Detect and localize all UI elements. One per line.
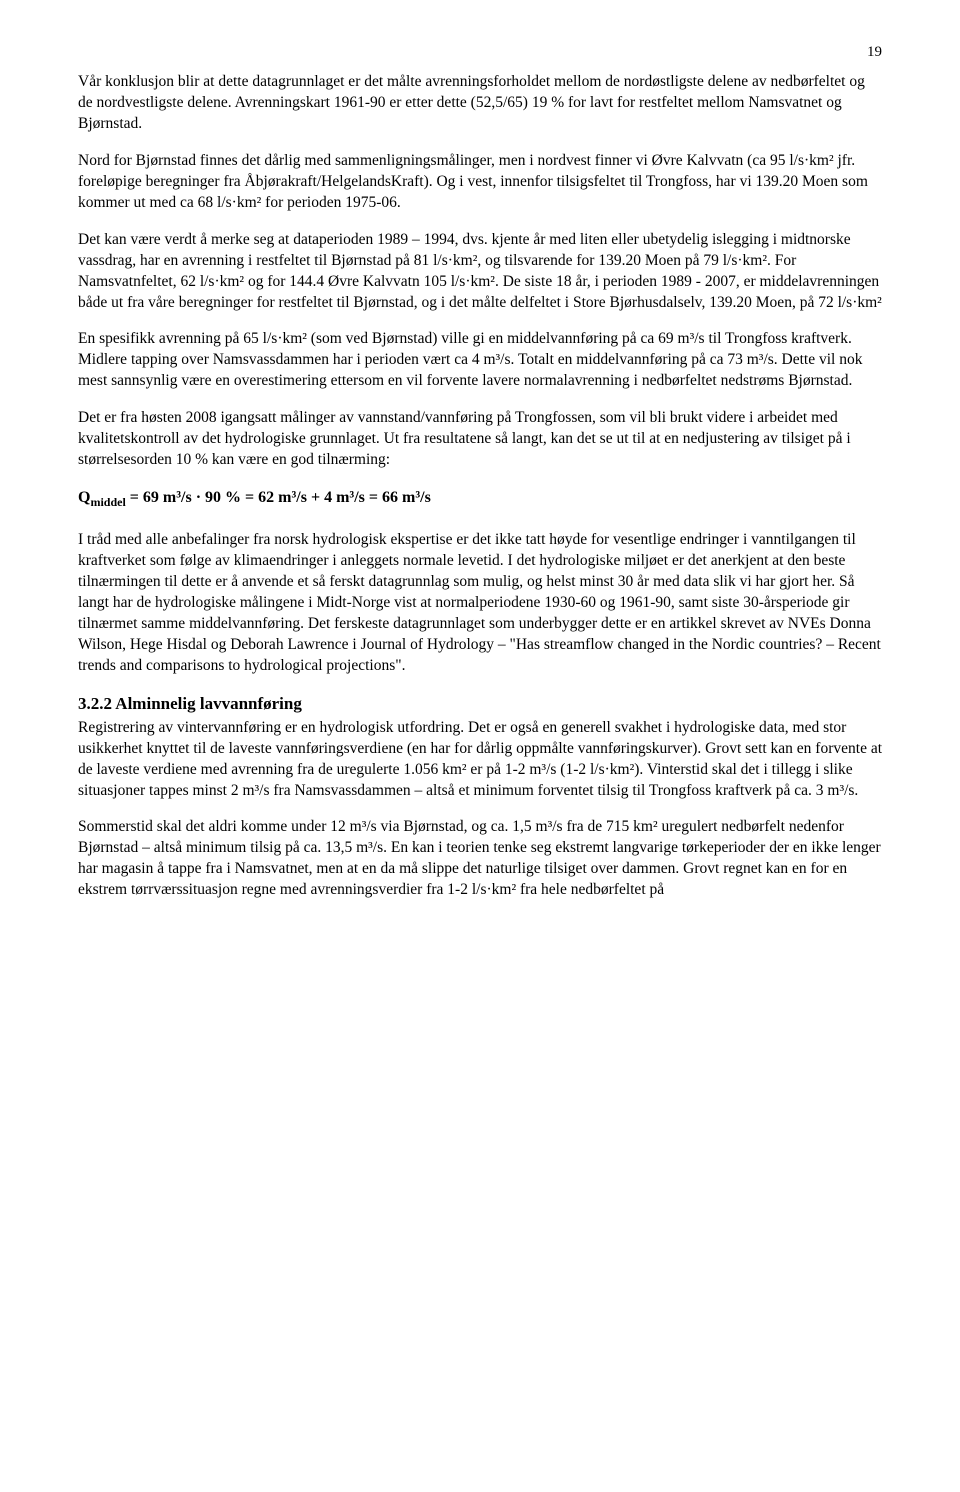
paragraph-7: Registrering av vintervannføring er en h…: [78, 718, 882, 802]
paragraph-4: En spesifikk avrenning på 65 l/s·km² (so…: [78, 329, 882, 392]
formula-prefix: Q: [78, 489, 90, 506]
section-heading-3-2-2: 3.2.2 Alminnelig lavvannføring: [78, 693, 882, 716]
formula-subscript: middel: [90, 495, 125, 509]
paragraph-2: Nord for Bjørnstad finnes det dårlig med…: [78, 151, 882, 214]
paragraph-5: Det er fra høsten 2008 igangsatt målinge…: [78, 408, 882, 471]
formula-q-middel: Qmiddel = 69 m³/s · 90 % = 62 m³/s + 4 m…: [78, 487, 882, 510]
paragraph-8: Sommerstid skal det aldri komme under 12…: [78, 817, 882, 901]
formula-rest: = 69 m³/s · 90 % = 62 m³/s + 4 m³/s = 66…: [126, 489, 431, 506]
paragraph-6: I tråd med alle anbefalinger fra norsk h…: [78, 530, 882, 676]
paragraph-3: Det kan være verdt å merke seg at datape…: [78, 230, 882, 314]
page-number: 19: [78, 42, 882, 62]
paragraph-1: Vår konklusjon blir at dette datagrunnla…: [78, 72, 882, 135]
